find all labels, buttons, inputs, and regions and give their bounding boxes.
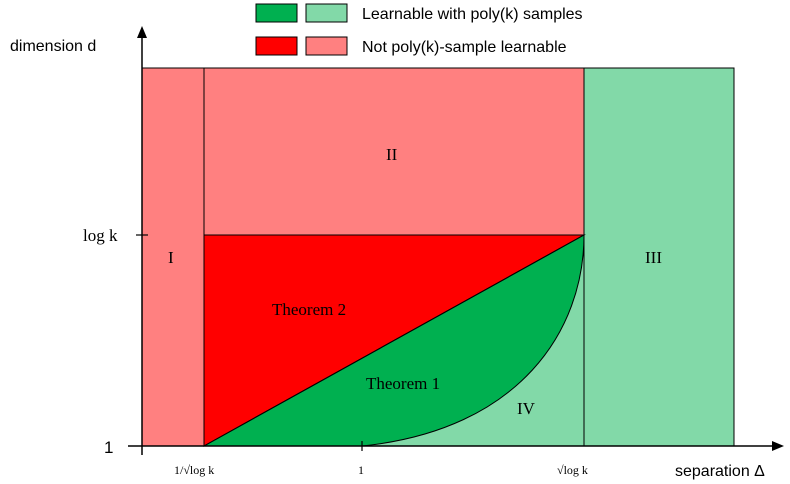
theorem-1-label: Theorem 1 bbox=[366, 374, 440, 393]
legend-learnable-label: Learnable with poly(k) samples bbox=[362, 6, 583, 23]
region-III-label: III bbox=[645, 248, 662, 267]
legend-not-learnable-dark-swatch bbox=[255, 36, 298, 56]
legend-not-learnable-label: Not poly(k)-sample learnable bbox=[362, 39, 567, 56]
y-tick-log-k: log k bbox=[83, 226, 118, 245]
x-axis-arrow bbox=[772, 441, 784, 451]
x-tick-sqrt-log-k: √log k bbox=[557, 463, 588, 477]
y-axis-title: dimension d bbox=[10, 38, 96, 55]
legend-learnable-light-swatch bbox=[305, 3, 348, 23]
region-II bbox=[203, 67, 585, 236]
theorem-2-label: Theorem 2 bbox=[272, 300, 346, 319]
region-I-label: I bbox=[168, 248, 174, 267]
region-III bbox=[583, 67, 735, 447]
y-tick-1: 1 bbox=[104, 438, 113, 457]
region-I bbox=[141, 67, 205, 447]
x-tick-inv-sqrt-log-k: 1/√log k bbox=[174, 463, 214, 477]
region-II-label: II bbox=[386, 145, 398, 164]
y-axis-arrow bbox=[137, 26, 147, 38]
x-tick-1: 1 bbox=[358, 463, 364, 477]
x-axis-title: separation Δ bbox=[675, 463, 765, 480]
legend-not-learnable-light-swatch bbox=[305, 36, 348, 56]
legend-learnable-dark-swatch bbox=[255, 3, 298, 23]
region-IV-label: IV bbox=[517, 399, 536, 418]
